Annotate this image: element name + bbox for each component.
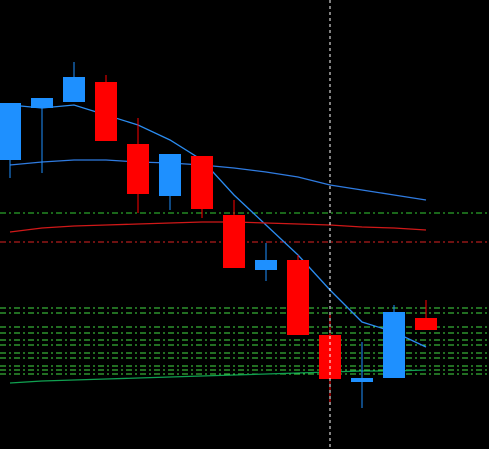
moving-average — [9, 369, 427, 384]
candle-body — [127, 144, 149, 194]
candle-body — [63, 77, 85, 102]
candle-body — [0, 103, 21, 160]
candle-body — [287, 260, 309, 335]
moving-average — [9, 159, 427, 201]
moving-average — [9, 221, 427, 233]
candle-body — [95, 82, 117, 141]
candle-body — [223, 215, 245, 268]
moving-average — [9, 104, 427, 348]
candle-body — [351, 378, 373, 382]
candle-body — [383, 312, 405, 378]
candle-body — [415, 318, 437, 330]
candle-body — [191, 156, 213, 209]
candle-body — [31, 98, 53, 108]
candle-body — [159, 154, 181, 196]
candle-body — [255, 260, 277, 270]
